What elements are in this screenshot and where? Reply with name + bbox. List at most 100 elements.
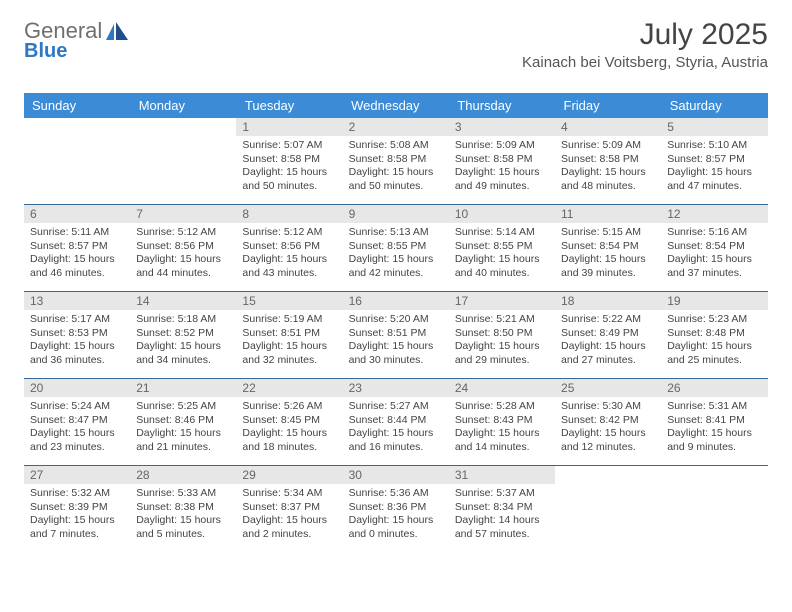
sunrise-text: Sunrise: 5:08 AM xyxy=(349,139,443,153)
day-content: Sunrise: 5:33 AMSunset: 8:38 PMDaylight:… xyxy=(130,484,236,546)
sunset-text: Sunset: 8:45 PM xyxy=(242,414,336,428)
day-number: 3 xyxy=(449,118,555,136)
day-header: Thursday xyxy=(449,93,555,118)
sunset-text: Sunset: 8:48 PM xyxy=(667,327,761,341)
day-header: Sunday xyxy=(24,93,130,118)
sunrise-text: Sunrise: 5:14 AM xyxy=(455,226,549,240)
calendar-cell: 2Sunrise: 5:08 AMSunset: 8:58 PMDaylight… xyxy=(343,118,449,205)
sunset-text: Sunset: 8:49 PM xyxy=(561,327,655,341)
calendar-cell: 11Sunrise: 5:15 AMSunset: 8:54 PMDayligh… xyxy=(555,205,661,292)
month-title: July 2025 xyxy=(522,18,768,52)
daylight-text: Daylight: 14 hours and 57 minutes. xyxy=(455,514,549,541)
day-content: Sunrise: 5:08 AMSunset: 8:58 PMDaylight:… xyxy=(343,136,449,198)
sunset-text: Sunset: 8:38 PM xyxy=(136,501,230,515)
day-content: Sunrise: 5:27 AMSunset: 8:44 PMDaylight:… xyxy=(343,397,449,459)
daylight-text: Daylight: 15 hours and 23 minutes. xyxy=(30,427,124,454)
calendar-cell: 18Sunrise: 5:22 AMSunset: 8:49 PMDayligh… xyxy=(555,292,661,379)
day-number: 25 xyxy=(555,379,661,397)
daylight-text: Daylight: 15 hours and 40 minutes. xyxy=(455,253,549,280)
day-content: Sunrise: 5:09 AMSunset: 8:58 PMDaylight:… xyxy=(449,136,555,198)
daylight-text: Daylight: 15 hours and 39 minutes. xyxy=(561,253,655,280)
day-number: 11 xyxy=(555,205,661,223)
day-content: Sunrise: 5:10 AMSunset: 8:57 PMDaylight:… xyxy=(661,136,767,198)
daylight-text: Daylight: 15 hours and 0 minutes. xyxy=(349,514,443,541)
day-content: Sunrise: 5:31 AMSunset: 8:41 PMDaylight:… xyxy=(661,397,767,459)
sunset-text: Sunset: 8:58 PM xyxy=(349,153,443,167)
day-content: Sunrise: 5:22 AMSunset: 8:49 PMDaylight:… xyxy=(555,310,661,372)
sunset-text: Sunset: 8:54 PM xyxy=(561,240,655,254)
sunrise-text: Sunrise: 5:09 AM xyxy=(455,139,549,153)
sunrise-text: Sunrise: 5:13 AM xyxy=(349,226,443,240)
sunrise-text: Sunrise: 5:22 AM xyxy=(561,313,655,327)
day-content: Sunrise: 5:24 AMSunset: 8:47 PMDaylight:… xyxy=(24,397,130,459)
calendar-cell: 24Sunrise: 5:28 AMSunset: 8:43 PMDayligh… xyxy=(449,379,555,466)
day-header: Tuesday xyxy=(236,93,342,118)
daylight-text: Daylight: 15 hours and 2 minutes. xyxy=(242,514,336,541)
day-content: Sunrise: 5:34 AMSunset: 8:37 PMDaylight:… xyxy=(236,484,342,546)
daylight-text: Daylight: 15 hours and 5 minutes. xyxy=(136,514,230,541)
day-number: 18 xyxy=(555,292,661,310)
day-content: Sunrise: 5:18 AMSunset: 8:52 PMDaylight:… xyxy=(130,310,236,372)
sunrise-text: Sunrise: 5:23 AM xyxy=(667,313,761,327)
calendar-row: 1Sunrise: 5:07 AMSunset: 8:58 PMDaylight… xyxy=(24,118,768,205)
day-number: 29 xyxy=(236,466,342,484)
day-number: 12 xyxy=(661,205,767,223)
calendar-cell: 31Sunrise: 5:37 AMSunset: 8:34 PMDayligh… xyxy=(449,466,555,553)
calendar-cell: 14Sunrise: 5:18 AMSunset: 8:52 PMDayligh… xyxy=(130,292,236,379)
calendar-cell: 12Sunrise: 5:16 AMSunset: 8:54 PMDayligh… xyxy=(661,205,767,292)
calendar-cell xyxy=(24,118,130,205)
sunset-text: Sunset: 8:41 PM xyxy=(667,414,761,428)
sunrise-text: Sunrise: 5:15 AM xyxy=(561,226,655,240)
calendar-row: 6Sunrise: 5:11 AMSunset: 8:57 PMDaylight… xyxy=(24,205,768,292)
daylight-text: Daylight: 15 hours and 25 minutes. xyxy=(667,340,761,367)
daylight-text: Daylight: 15 hours and 30 minutes. xyxy=(349,340,443,367)
logo-text-blue: Blue xyxy=(24,40,67,62)
day-content: Sunrise: 5:21 AMSunset: 8:50 PMDaylight:… xyxy=(449,310,555,372)
calendar-cell: 10Sunrise: 5:14 AMSunset: 8:55 PMDayligh… xyxy=(449,205,555,292)
day-content: Sunrise: 5:09 AMSunset: 8:58 PMDaylight:… xyxy=(555,136,661,198)
daylight-text: Daylight: 15 hours and 50 minutes. xyxy=(349,166,443,193)
calendar-cell: 7Sunrise: 5:12 AMSunset: 8:56 PMDaylight… xyxy=(130,205,236,292)
daylight-text: Daylight: 15 hours and 48 minutes. xyxy=(561,166,655,193)
day-content: Sunrise: 5:28 AMSunset: 8:43 PMDaylight:… xyxy=(449,397,555,459)
sunrise-text: Sunrise: 5:17 AM xyxy=(30,313,124,327)
day-number: 5 xyxy=(661,118,767,136)
sunrise-text: Sunrise: 5:31 AM xyxy=(667,400,761,414)
day-content: Sunrise: 5:19 AMSunset: 8:51 PMDaylight:… xyxy=(236,310,342,372)
calendar-row: 20Sunrise: 5:24 AMSunset: 8:47 PMDayligh… xyxy=(24,379,768,466)
day-content: Sunrise: 5:17 AMSunset: 8:53 PMDaylight:… xyxy=(24,310,130,372)
sunrise-text: Sunrise: 5:27 AM xyxy=(349,400,443,414)
calendar-cell: 5Sunrise: 5:10 AMSunset: 8:57 PMDaylight… xyxy=(661,118,767,205)
sunrise-text: Sunrise: 5:11 AM xyxy=(30,226,124,240)
sunrise-text: Sunrise: 5:09 AM xyxy=(561,139,655,153)
sunset-text: Sunset: 8:58 PM xyxy=(561,153,655,167)
daylight-text: Daylight: 15 hours and 44 minutes. xyxy=(136,253,230,280)
sunset-text: Sunset: 8:57 PM xyxy=(667,153,761,167)
calendar-cell: 20Sunrise: 5:24 AMSunset: 8:47 PMDayligh… xyxy=(24,379,130,466)
header: General July 2025 Kainach bei Voitsberg,… xyxy=(24,18,768,71)
sunrise-text: Sunrise: 5:12 AM xyxy=(242,226,336,240)
daylight-text: Daylight: 15 hours and 47 minutes. xyxy=(667,166,761,193)
day-number: 9 xyxy=(343,205,449,223)
location: Kainach bei Voitsberg, Styria, Austria xyxy=(522,54,768,71)
day-content: Sunrise: 5:15 AMSunset: 8:54 PMDaylight:… xyxy=(555,223,661,285)
day-number: 14 xyxy=(130,292,236,310)
day-content: Sunrise: 5:11 AMSunset: 8:57 PMDaylight:… xyxy=(24,223,130,285)
sunset-text: Sunset: 8:54 PM xyxy=(667,240,761,254)
day-number: 21 xyxy=(130,379,236,397)
sunset-text: Sunset: 8:51 PM xyxy=(349,327,443,341)
sunrise-text: Sunrise: 5:28 AM xyxy=(455,400,549,414)
day-number: 24 xyxy=(449,379,555,397)
calendar-cell: 3Sunrise: 5:09 AMSunset: 8:58 PMDaylight… xyxy=(449,118,555,205)
day-number: 2 xyxy=(343,118,449,136)
day-number: 10 xyxy=(449,205,555,223)
calendar-cell: 4Sunrise: 5:09 AMSunset: 8:58 PMDaylight… xyxy=(555,118,661,205)
day-number: 19 xyxy=(661,292,767,310)
calendar-cell: 23Sunrise: 5:27 AMSunset: 8:44 PMDayligh… xyxy=(343,379,449,466)
calendar-cell: 9Sunrise: 5:13 AMSunset: 8:55 PMDaylight… xyxy=(343,205,449,292)
daylight-text: Daylight: 15 hours and 36 minutes. xyxy=(30,340,124,367)
daylight-text: Daylight: 15 hours and 9 minutes. xyxy=(667,427,761,454)
calendar-cell: 21Sunrise: 5:25 AMSunset: 8:46 PMDayligh… xyxy=(130,379,236,466)
day-number: 6 xyxy=(24,205,130,223)
calendar-cell: 26Sunrise: 5:31 AMSunset: 8:41 PMDayligh… xyxy=(661,379,767,466)
